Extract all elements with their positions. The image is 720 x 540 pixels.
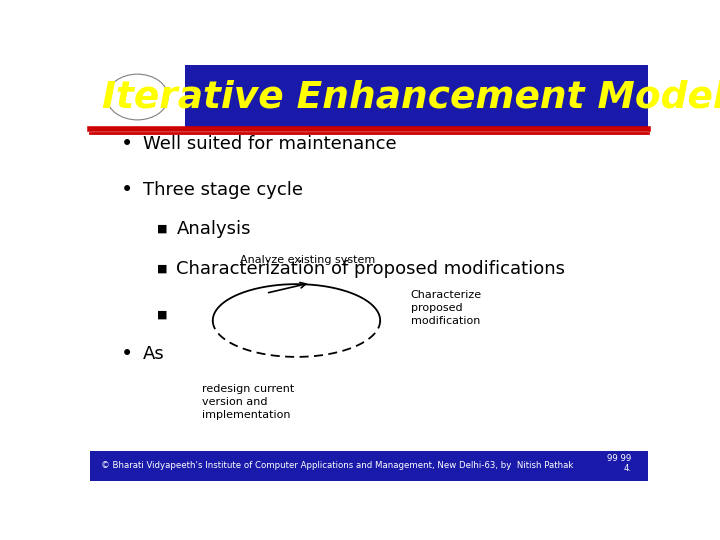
Text: Characterization of proposed modifications: Characterization of proposed modificatio… <box>176 260 565 278</box>
Text: 99 99
4.: 99 99 4. <box>607 454 631 473</box>
Text: Analyze existing system: Analyze existing system <box>240 255 375 266</box>
FancyBboxPatch shape <box>90 65 185 131</box>
Text: Characterize
proposed
modification: Characterize proposed modification <box>411 290 482 326</box>
Text: ■: ■ <box>157 309 168 319</box>
Text: redesign current
version and
implementation: redesign current version and implementat… <box>202 384 294 420</box>
Text: Analysis: Analysis <box>176 220 251 238</box>
Text: ■: ■ <box>157 224 168 234</box>
Text: © Bharati Vidyapeeth's Institute of Computer Applications and Management, New De: © Bharati Vidyapeeth's Institute of Comp… <box>101 461 574 470</box>
Text: Well suited for maintenance: Well suited for maintenance <box>143 135 397 153</box>
Text: •: • <box>121 134 133 154</box>
Text: •: • <box>121 179 133 200</box>
Text: As: As <box>143 345 165 363</box>
Text: Three stage cycle: Three stage cycle <box>143 180 303 199</box>
FancyBboxPatch shape <box>90 451 648 481</box>
Text: •: • <box>121 344 133 364</box>
Text: ■: ■ <box>157 264 168 274</box>
FancyBboxPatch shape <box>90 65 648 129</box>
Text: Iterative Enhancement Model: Iterative Enhancement Model <box>102 79 720 115</box>
